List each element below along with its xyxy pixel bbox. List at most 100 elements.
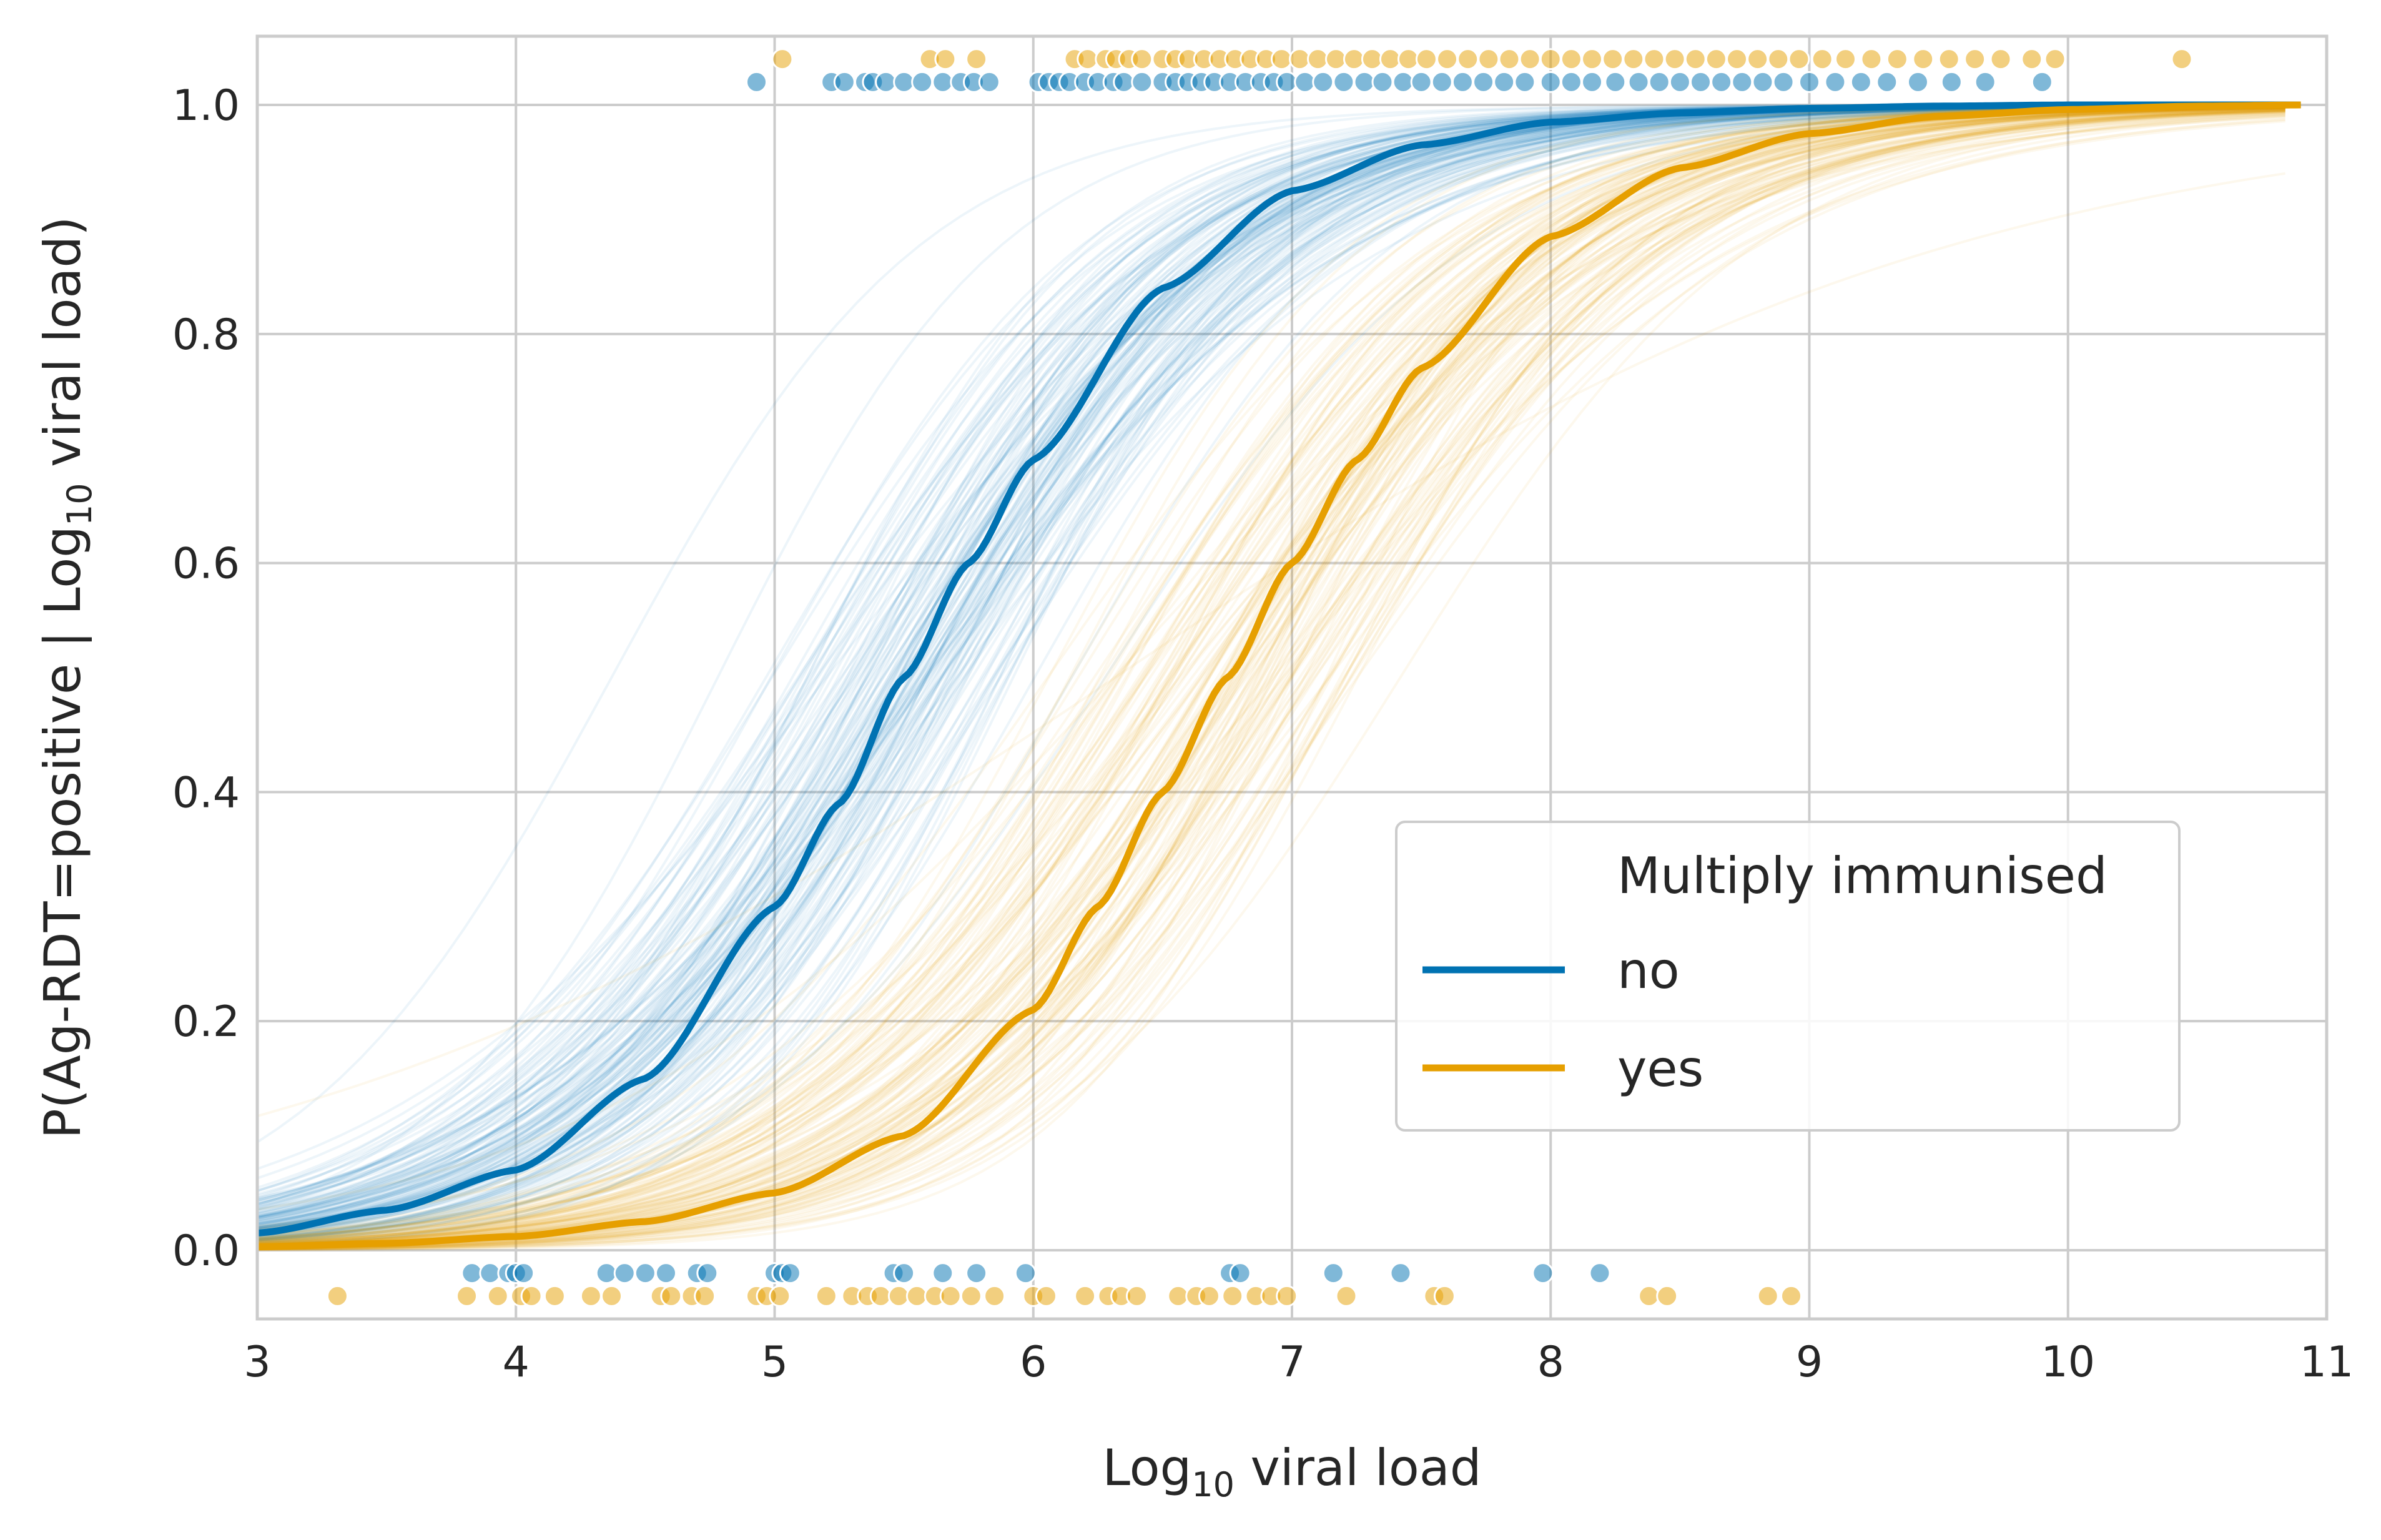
sample-curve-yes <box>257 107 2285 1246</box>
sample-curve-yes <box>257 107 2285 1250</box>
point-negative-yes <box>1276 1285 1298 1307</box>
sample-curve-yes <box>257 106 2285 1242</box>
sample-curve-yes <box>257 111 2285 1237</box>
sample-curve-no <box>257 105 2285 1217</box>
point-positive-no <box>1850 71 1872 93</box>
point-positive-yes <box>1288 48 1311 71</box>
sample-curve-yes <box>257 106 2285 1246</box>
sample-curve-yes <box>257 110 2285 1244</box>
sample-curve-yes <box>257 107 2285 1247</box>
sample-curve-yes <box>257 104 2285 1245</box>
point-positive-yes <box>1767 48 1790 71</box>
sample-curve-yes <box>257 107 2285 1241</box>
sample-curve-yes <box>257 108 2285 1250</box>
plot-frame <box>255 34 2329 1321</box>
point-positive-no <box>1752 71 1774 93</box>
point-positive-no <box>1514 71 1536 93</box>
point-negative-yes <box>579 1285 602 1307</box>
x-tick-label: 4 <box>503 1338 530 1387</box>
point-positive-no <box>911 71 934 93</box>
point-positive-yes <box>1705 48 1727 71</box>
sample-curve-yes <box>257 114 2285 1241</box>
point-negative-yes <box>660 1285 683 1307</box>
sample-curve-yes <box>257 104 2285 1251</box>
point-negative-yes <box>983 1285 1006 1307</box>
point-positive-yes <box>1457 48 1479 71</box>
point-negative-no <box>655 1262 678 1285</box>
point-positive-no <box>2031 71 2053 93</box>
point-positive-no <box>1581 71 1604 93</box>
point-negative-yes <box>520 1285 543 1307</box>
y-axis-label-suffix: viral load) <box>34 217 92 483</box>
sample-curve-yes <box>257 106 2285 1251</box>
sample-curve-yes <box>257 109 2285 1245</box>
point-positive-no <box>1392 71 1414 93</box>
sample-curve-yes <box>257 111 2285 1245</box>
mean-curves <box>257 101 2301 1250</box>
point-negative-no <box>696 1262 719 1285</box>
sample-curve-yes <box>257 107 2285 1250</box>
sample-curve-yes <box>257 110 2285 1243</box>
point-positive-yes <box>2021 48 2043 71</box>
point-negative-no <box>595 1262 618 1285</box>
point-positive-yes <box>1270 48 1293 71</box>
point-positive-yes <box>1886 48 1908 71</box>
point-negative-no <box>461 1262 483 1285</box>
mean-curve-no <box>257 101 2301 1236</box>
point-positive-no <box>1493 71 1516 93</box>
sample-curve-no <box>257 104 2285 1223</box>
sample-curve-yes <box>257 109 2285 1236</box>
sample-curve-yes <box>257 106 2285 1241</box>
point-positive-yes <box>1834 48 1856 71</box>
point-negative-no <box>1389 1262 1412 1285</box>
sample-curve-yes <box>257 110 2285 1239</box>
sample-curve-yes <box>257 108 2285 1250</box>
legend-entry-no: no <box>1617 942 1680 1000</box>
point-positive-yes <box>2044 48 2066 71</box>
sample-curve-yes <box>257 108 2285 1246</box>
sample-curve-yes <box>257 107 2285 1246</box>
point-positive-no <box>1312 71 1334 93</box>
point-positive-no <box>746 71 768 93</box>
legend-entry-yes: yes <box>1617 1040 1703 1098</box>
y-tick-labels: 0.0 0.2 0.4 0.6 0.8 1.0 <box>172 81 240 1276</box>
sample-curve-yes <box>257 106 2285 1251</box>
point-negative-yes <box>456 1285 478 1307</box>
sample-curve-yes <box>257 106 2285 1246</box>
point-negative-no <box>932 1262 954 1285</box>
point-negative-yes <box>1757 1285 1779 1307</box>
point-positive-no <box>1371 71 1394 93</box>
point-negative-yes <box>543 1285 566 1307</box>
legend: Multiply immunised no yes <box>1395 821 2181 1132</box>
point-positive-yes <box>934 48 957 71</box>
x-tick-label: 6 <box>1020 1338 1047 1387</box>
point-negative-yes <box>1125 1285 1148 1307</box>
point-positive-no <box>1113 71 1135 93</box>
point-negative-yes <box>769 1285 791 1307</box>
sample-curve-yes <box>257 108 2285 1250</box>
point-positive-no <box>1472 71 1495 93</box>
point-negative-yes <box>1433 1285 1456 1307</box>
sample-curve-no <box>257 104 2285 1196</box>
x-tick-label: 8 <box>1537 1338 1564 1387</box>
point-negative-yes <box>960 1285 982 1307</box>
point-negative-no <box>479 1262 501 1285</box>
point-positive-no <box>1940 71 1963 93</box>
sample-curve-yes <box>257 109 2285 1249</box>
sample-curve-no <box>257 104 2285 1192</box>
sample-curve-yes <box>257 106 2285 1244</box>
sample-curve-yes <box>257 107 2285 1244</box>
point-negative-no <box>1014 1262 1037 1285</box>
point-positive-no <box>875 71 897 93</box>
sample-curve-yes <box>257 108 2285 1250</box>
sample-curve-no <box>257 105 2285 1204</box>
point-positive-yes <box>1324 48 1347 71</box>
point-positive-yes <box>1581 48 1604 71</box>
sample-curve-yes <box>257 104 2285 1248</box>
point-positive-yes <box>1602 48 1624 71</box>
sample-curve-no <box>257 104 2285 1229</box>
x-tick-label: 11 <box>2300 1338 2354 1387</box>
sample-curve-yes <box>257 107 2285 1246</box>
sample-curve-yes <box>257 107 2285 1247</box>
